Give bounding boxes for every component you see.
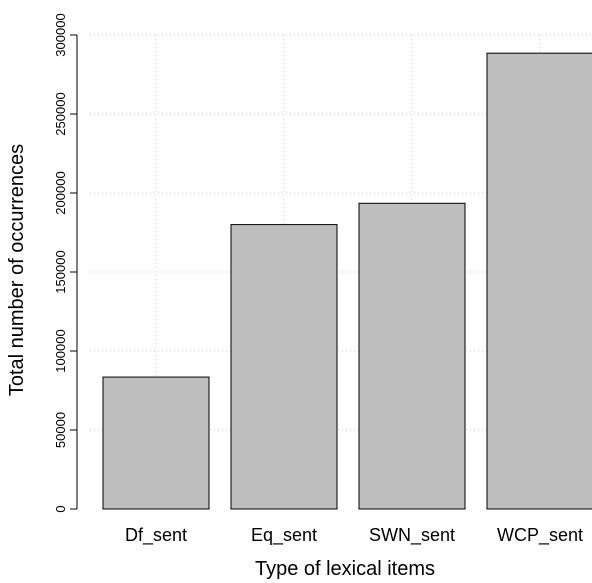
y-tick-label: 250000 xyxy=(53,92,68,135)
x-tick-label: Eq_sent xyxy=(251,525,317,546)
y-tick-label: 100000 xyxy=(53,329,68,372)
bar-wcp-sent xyxy=(486,52,592,510)
y-tick-label: 150000 xyxy=(53,250,68,293)
bar-eq-sent xyxy=(230,224,338,510)
bars xyxy=(102,52,592,510)
x-tick-label: SWN_sent xyxy=(369,525,455,546)
x-tick-label: Df_sent xyxy=(125,525,187,546)
y-tick-label: 50000 xyxy=(53,412,68,448)
x-axis-tick-labels: Df_sent Eq_sent SWN_sent WCP_sent xyxy=(125,525,583,546)
y-axis-label: Total number of occurrences xyxy=(6,144,28,396)
x-axis-label: Type of lexical items xyxy=(255,558,435,580)
y-tick-label: 0 xyxy=(53,505,68,512)
y-tick-label: 300000 xyxy=(53,13,68,56)
x-tick-label: WCP_sent xyxy=(497,525,583,546)
y-tick-label: 200000 xyxy=(53,171,68,214)
bar-df-sent xyxy=(102,376,210,510)
y-axis: 0 50000 100000 150000 200000 250000 300000 xyxy=(53,13,78,513)
bar-swn-sent xyxy=(358,202,466,510)
